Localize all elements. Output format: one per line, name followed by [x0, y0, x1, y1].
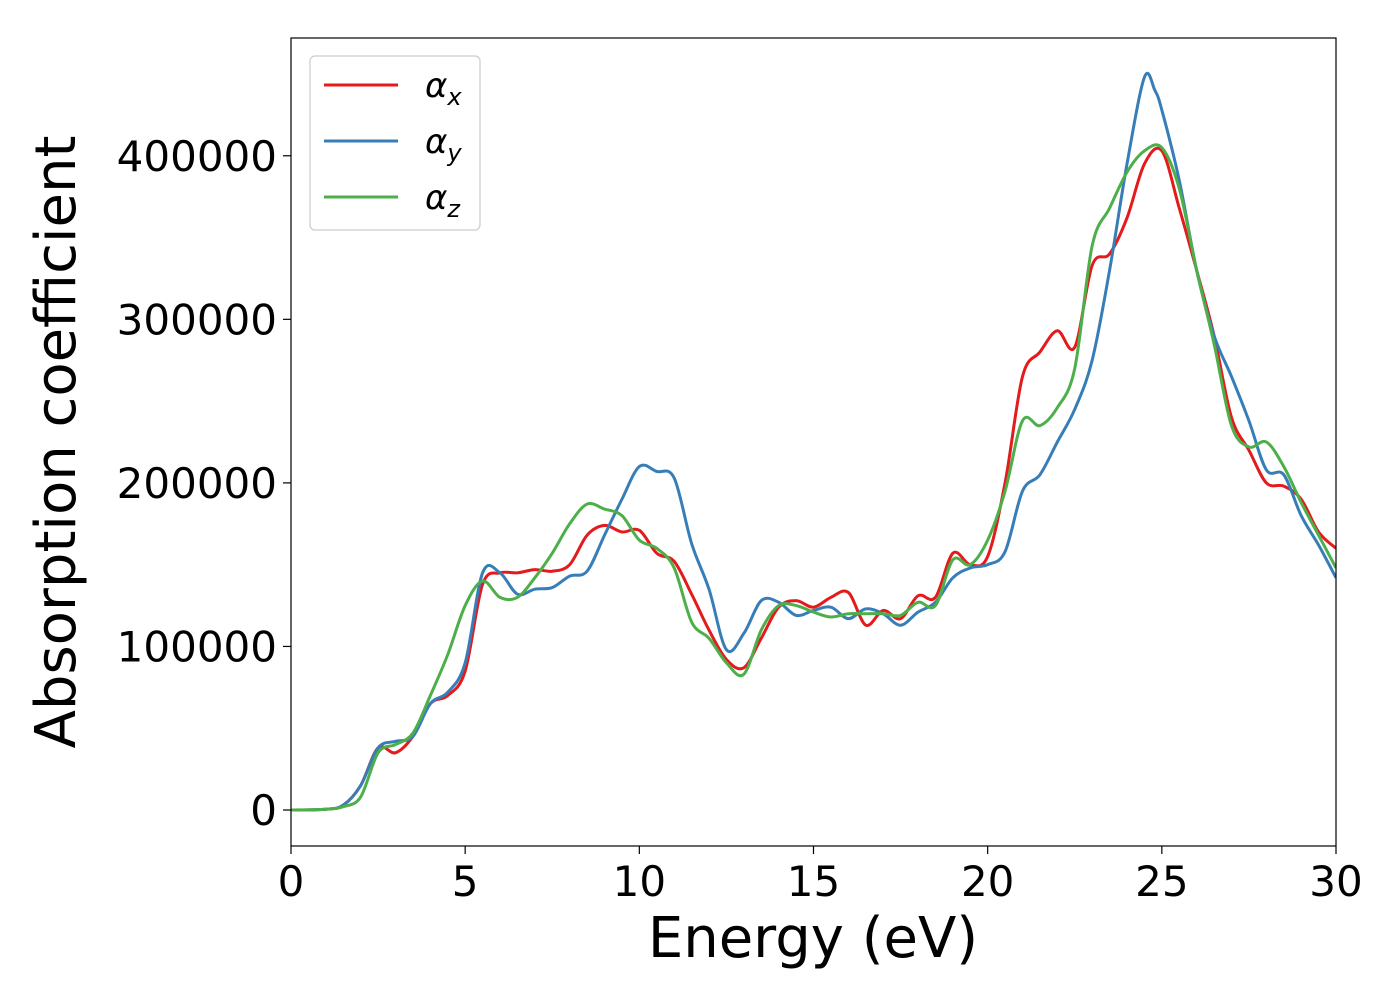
x-axis-label: Energy (eV) [648, 906, 978, 971]
series-line-z [291, 143, 1336, 812]
y-axis: 0 100000 200000 300000 400000 [117, 132, 291, 835]
x-tick-label: 0 [278, 857, 305, 906]
legend-label-y: αy [425, 122, 462, 167]
series-lines [291, 71, 1336, 812]
y-tick-label: 0 [250, 786, 277, 835]
x-tick-label: 30 [1309, 857, 1362, 906]
legend-label-x: αx [425, 66, 462, 111]
y-axis-label: Absorption coefficient [24, 136, 89, 749]
series-line-y [291, 71, 1336, 812]
x-tick-label: 15 [787, 857, 840, 906]
x-tick-label: 25 [1135, 857, 1188, 906]
legend: αx αy αz [309, 55, 481, 231]
y-tick-label: 300000 [117, 295, 277, 344]
x-tick-label: 5 [452, 857, 479, 906]
y-tick-label: 400000 [117, 132, 277, 181]
x-axis: 0 5 10 15 20 25 30 [278, 846, 1363, 906]
x-tick-label: 10 [613, 857, 666, 906]
x-tick-label: 20 [961, 857, 1014, 906]
y-tick-label: 200000 [117, 459, 277, 508]
legend-frame [309, 55, 481, 231]
legend-label-z: αz [425, 178, 461, 223]
series-line-x [291, 146, 1336, 812]
y-tick-label: 100000 [117, 622, 277, 671]
